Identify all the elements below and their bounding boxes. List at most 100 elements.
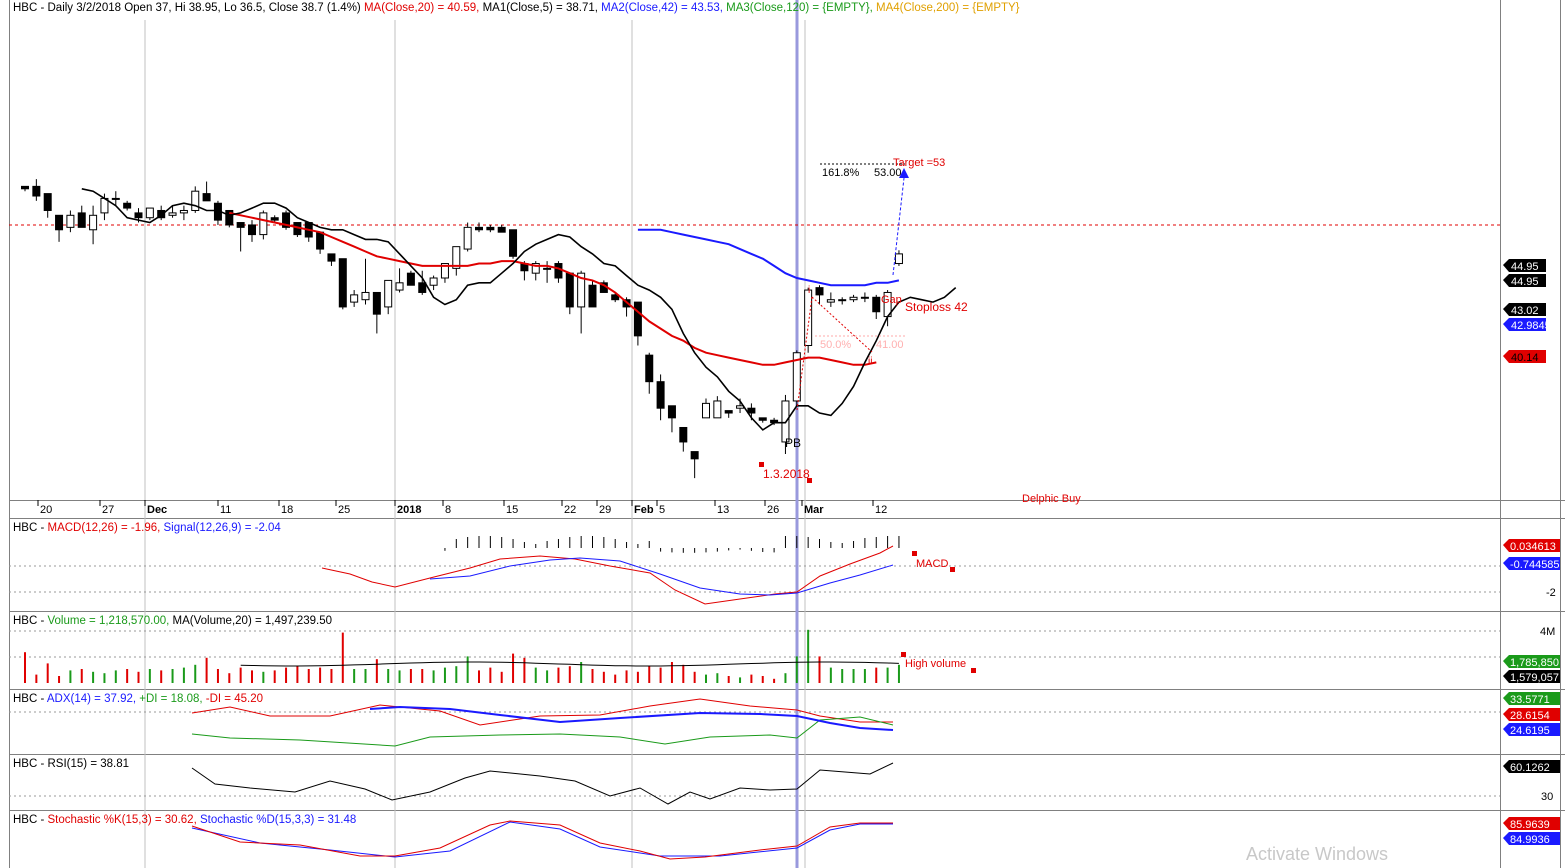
- x-tick-label: 11: [220, 504, 231, 516]
- candle: [565, 272, 574, 315]
- svg-text:1,785,850: 1,785,850: [1510, 657, 1559, 669]
- volume-header: HBC - Volume = 1,218,570.00, MA(Volume,2…: [13, 615, 332, 627]
- macd-note: MACD: [916, 558, 948, 570]
- pb-label: PB: [785, 436, 801, 450]
- candle: [55, 214, 64, 242]
- header-ma20: MA(Close,20) = 40.59,: [364, 2, 479, 14]
- indicator-tag: 0.034613: [1503, 539, 1560, 553]
- candle: [395, 268, 404, 293]
- candle: [270, 215, 279, 223]
- indicator-tag: 24.6195: [1503, 723, 1560, 737]
- x-tick-label: 15: [506, 504, 518, 516]
- candle: [509, 229, 518, 259]
- candle: [758, 417, 767, 423]
- indicator-tag: 1,785,850: [1503, 655, 1560, 669]
- candle: [724, 410, 733, 418]
- ma20-line: [229, 211, 877, 366]
- wave-i-label: i: [808, 285, 810, 296]
- candle: [350, 290, 359, 307]
- candle: [77, 205, 86, 228]
- candle: [191, 186, 200, 213]
- candle: [89, 205, 98, 245]
- candle: [316, 231, 325, 254]
- candle: [452, 246, 461, 276]
- candle: [872, 294, 881, 319]
- x-tick-label: 8: [445, 504, 451, 516]
- stoch-k-line: [191, 820, 893, 860]
- x-tick-label: 25: [338, 504, 350, 516]
- date-axis: 20 27 Dec 11 18 25 2018 8 15 22 29 Feb 5 13 26 Mar 12: [37, 500, 887, 516]
- volume-ma-line: [240, 661, 899, 667]
- candle: [66, 210, 75, 233]
- stoch-header: HBC - Stochastic %K(15,3) = 30.62, Stoch…: [13, 814, 356, 826]
- x-tick-label: 27: [102, 504, 114, 516]
- candle: [463, 222, 472, 252]
- candle: [179, 205, 188, 221]
- ma42-line: [637, 228, 900, 287]
- date-note: 1.3.2018: [763, 467, 810, 481]
- candle: [554, 261, 563, 283]
- indicator-value-tags: 0.034613 -0.744585 1,785,850 1,579,057 33.57…: [1503, 539, 1560, 846]
- adx-minus-di-line: [191, 698, 893, 726]
- macd-signal-line: [429, 557, 894, 596]
- candle: [168, 205, 177, 218]
- candle: [259, 210, 268, 240]
- indicator-tag: -0.744585: [1503, 557, 1560, 571]
- fibonacci-annotation: 161.8% 53.00 Target =53: [820, 157, 945, 276]
- price-tags: 44.95 44.95 43.02 42.9845 40.14: [1503, 259, 1551, 364]
- candle: [43, 193, 52, 218]
- svg-text:-0.744585: -0.744585: [1510, 559, 1560, 571]
- indicator-tag: 33.5771: [1503, 692, 1560, 706]
- candle: [894, 250, 903, 266]
- candle: [111, 191, 120, 206]
- candle: [213, 200, 222, 225]
- price-tag: 44.95: [1503, 259, 1546, 273]
- candle: [475, 222, 483, 233]
- adx-plus-di-line: [191, 716, 894, 747]
- vertical-gridlines: [144, 20, 806, 868]
- svg-text:44.95: 44.95: [1511, 261, 1539, 273]
- x-tick-label: 26: [767, 504, 779, 516]
- x-tick-label: 18: [281, 504, 293, 516]
- candle: [656, 374, 665, 421]
- candle: [145, 207, 154, 221]
- x-tick-label: 29: [599, 504, 611, 516]
- activation-watermark: Activate Windows: [1246, 844, 1389, 864]
- x-tick-label: 5: [659, 504, 665, 516]
- header-ma5: MA1(Close,5) = 38.71,: [483, 2, 598, 14]
- candle: [282, 210, 291, 230]
- candlestick-series: [21, 179, 903, 479]
- price-tag: 40.14: [1503, 350, 1546, 364]
- svg-text:84.9936: 84.9936: [1510, 834, 1550, 846]
- macd-line: [321, 545, 894, 605]
- indicator-tag: 84.9936: [1503, 832, 1560, 846]
- candle: [384, 279, 393, 315]
- candle: [543, 261, 552, 283]
- volume-marker: [901, 652, 906, 657]
- candle: [157, 205, 166, 221]
- indicator-tag: 85.9639: [1503, 817, 1560, 831]
- candle: [202, 181, 211, 202]
- ma5-line: [81, 188, 957, 431]
- price-tag: 42.9845: [1503, 318, 1551, 332]
- macd-marker-2: [950, 567, 955, 572]
- gap-label: Gap: [881, 294, 902, 306]
- macd-y-tick: -2: [1546, 587, 1556, 599]
- indicator-tag: 28.6154: [1503, 708, 1560, 722]
- adx-header: HBC - ADX(14) = 37.92, +DI = 18.08, -DI …: [13, 693, 263, 705]
- macd-histogram: [444, 536, 900, 553]
- svg-text:60.1262: 60.1262: [1510, 762, 1550, 774]
- candle: [32, 179, 41, 201]
- target-label: Target =53: [893, 157, 945, 169]
- stoploss-label: Stoploss 42: [905, 300, 968, 314]
- candle: [702, 398, 710, 419]
- stoch-d-line: [191, 821, 893, 858]
- candle: [293, 222, 302, 238]
- candle: [713, 396, 722, 419]
- candle: [327, 253, 336, 266]
- candle: [860, 292, 869, 303]
- candle: [645, 352, 654, 394]
- candle: [667, 405, 676, 433]
- candle: [849, 294, 858, 303]
